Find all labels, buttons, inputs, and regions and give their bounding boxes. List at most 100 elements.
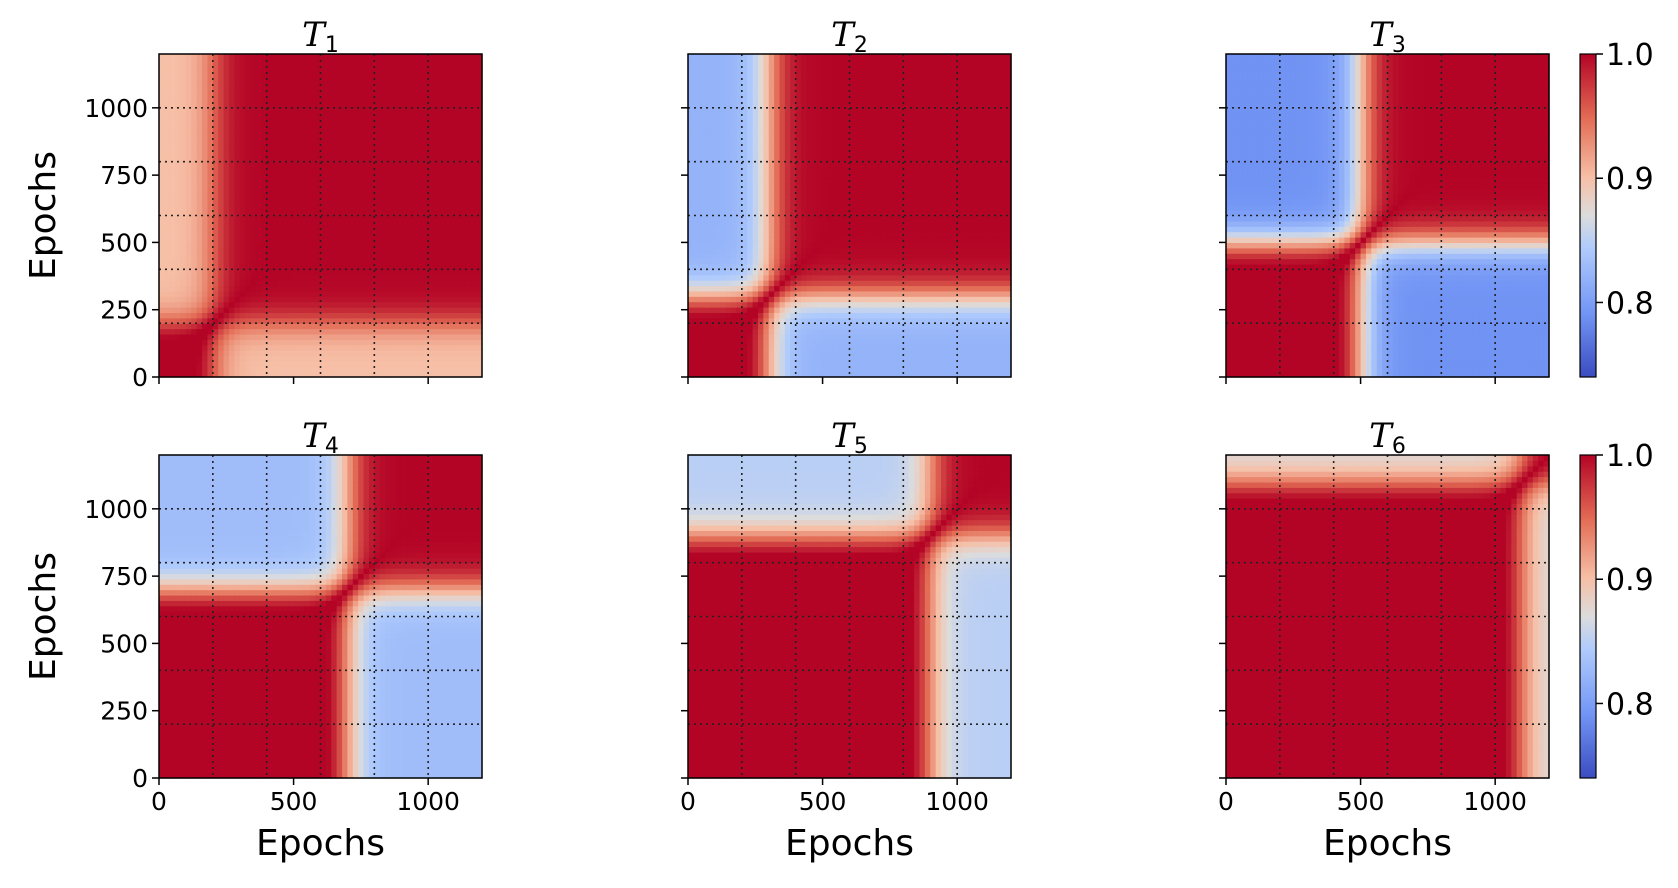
heatmap-cell <box>801 140 807 146</box>
heatmap-cell <box>726 178 732 184</box>
heatmap-cell <box>347 178 353 184</box>
heatmap-cell <box>428 172 434 178</box>
heatmap-cell <box>450 172 456 178</box>
heatmap-cell <box>234 76 240 82</box>
heatmap-cell <box>294 361 300 367</box>
heatmap-cell <box>283 302 289 308</box>
heatmap-cell <box>774 269 780 275</box>
heatmap-cell <box>693 189 699 195</box>
heatmap-cell <box>753 253 759 259</box>
heatmap-cell <box>785 307 791 313</box>
heatmap-cell <box>299 129 305 135</box>
heatmap-cell <box>428 205 434 211</box>
heatmap-cell <box>390 183 396 189</box>
heatmap-cell <box>407 205 413 211</box>
heatmap-cell <box>450 140 456 146</box>
heatmap-cell <box>218 291 224 297</box>
heatmap-cell <box>785 178 791 184</box>
heatmap-cell <box>321 312 327 318</box>
heatmap-cell <box>224 334 230 340</box>
heatmap-cell <box>412 291 418 297</box>
heatmap-cell <box>444 345 450 351</box>
heatmap-cell <box>213 312 219 318</box>
heatmap-cell <box>796 76 802 82</box>
heatmap-cell <box>742 167 748 173</box>
heatmap-cell <box>337 259 343 265</box>
heatmap-cell <box>769 205 775 211</box>
heatmap-cell <box>471 135 477 141</box>
heatmap-cell <box>159 194 165 200</box>
heatmap-cell <box>417 92 423 98</box>
heatmap-cell <box>780 312 786 318</box>
heatmap-cell <box>747 146 753 152</box>
heatmap-cell <box>240 237 246 243</box>
heatmap-cell <box>234 285 240 291</box>
heatmap-cell <box>460 108 466 114</box>
heatmap-cell <box>801 259 807 265</box>
heatmap-cell <box>218 86 224 92</box>
heatmap-cell <box>304 76 310 82</box>
heatmap-cell <box>337 291 343 297</box>
heatmap-cell <box>385 97 391 103</box>
heatmap-cell <box>197 226 203 232</box>
heatmap-cell <box>407 323 413 329</box>
heatmap-cell <box>785 86 791 92</box>
heatmap-cell <box>347 151 353 157</box>
heatmap-cell <box>439 355 445 361</box>
heatmap-cell <box>288 76 294 82</box>
heatmap-cell <box>401 205 407 211</box>
heatmap-cell <box>396 280 402 286</box>
heatmap-cell <box>688 151 694 157</box>
heatmap-cell <box>774 350 780 356</box>
heatmap-cell <box>256 205 262 211</box>
heatmap-cell <box>224 323 230 329</box>
heatmap-cell <box>801 92 807 98</box>
heatmap-cell <box>213 355 219 361</box>
heatmap-cell <box>412 221 418 227</box>
heatmap-cell <box>240 70 246 76</box>
heatmap-cell <box>780 119 786 125</box>
heatmap-cell <box>358 285 364 291</box>
heatmap-cell <box>455 237 461 243</box>
heatmap-cell <box>299 361 305 367</box>
heatmap-cell <box>704 205 710 211</box>
heatmap-cell <box>272 216 278 222</box>
heatmap-cell <box>202 108 208 114</box>
heatmap-cell <box>191 108 197 114</box>
heatmap-cell <box>170 119 176 125</box>
heatmap-cell <box>715 59 721 65</box>
heatmap-cell <box>785 259 791 265</box>
heatmap-cell <box>326 285 332 291</box>
heatmap-cell <box>720 221 726 227</box>
heatmap-cell <box>715 108 721 114</box>
heatmap-cell <box>380 296 386 302</box>
heatmap-cell <box>699 307 705 313</box>
heatmap-cell <box>299 199 305 205</box>
heatmap-cell <box>401 129 407 135</box>
heatmap-cell <box>385 108 391 114</box>
heatmap-cell <box>288 329 294 335</box>
heatmap-cell <box>159 65 165 71</box>
heatmap-cell <box>321 194 327 200</box>
heatmap-cell <box>331 172 337 178</box>
heatmap-cell <box>380 172 386 178</box>
heatmap-cell <box>390 307 396 313</box>
heatmap-cell <box>159 216 165 222</box>
heatmap-cell <box>715 162 721 168</box>
heatmap-cell <box>342 366 348 372</box>
heatmap-cell <box>272 280 278 286</box>
heatmap-cell <box>780 97 786 103</box>
heatmap-cell <box>186 355 192 361</box>
heatmap-cell <box>758 323 764 329</box>
heatmap-cell <box>439 76 445 82</box>
heatmap-cell <box>460 183 466 189</box>
heatmap-cell <box>256 135 262 141</box>
heatmap-cell <box>450 205 456 211</box>
heatmap-cell <box>471 366 477 372</box>
heatmap-cell <box>412 275 418 281</box>
heatmap-cell <box>315 81 321 87</box>
heatmap-cell <box>417 194 423 200</box>
heatmap-cell <box>304 178 310 184</box>
heatmap-cell <box>471 237 477 243</box>
heatmap-cell <box>774 329 780 335</box>
